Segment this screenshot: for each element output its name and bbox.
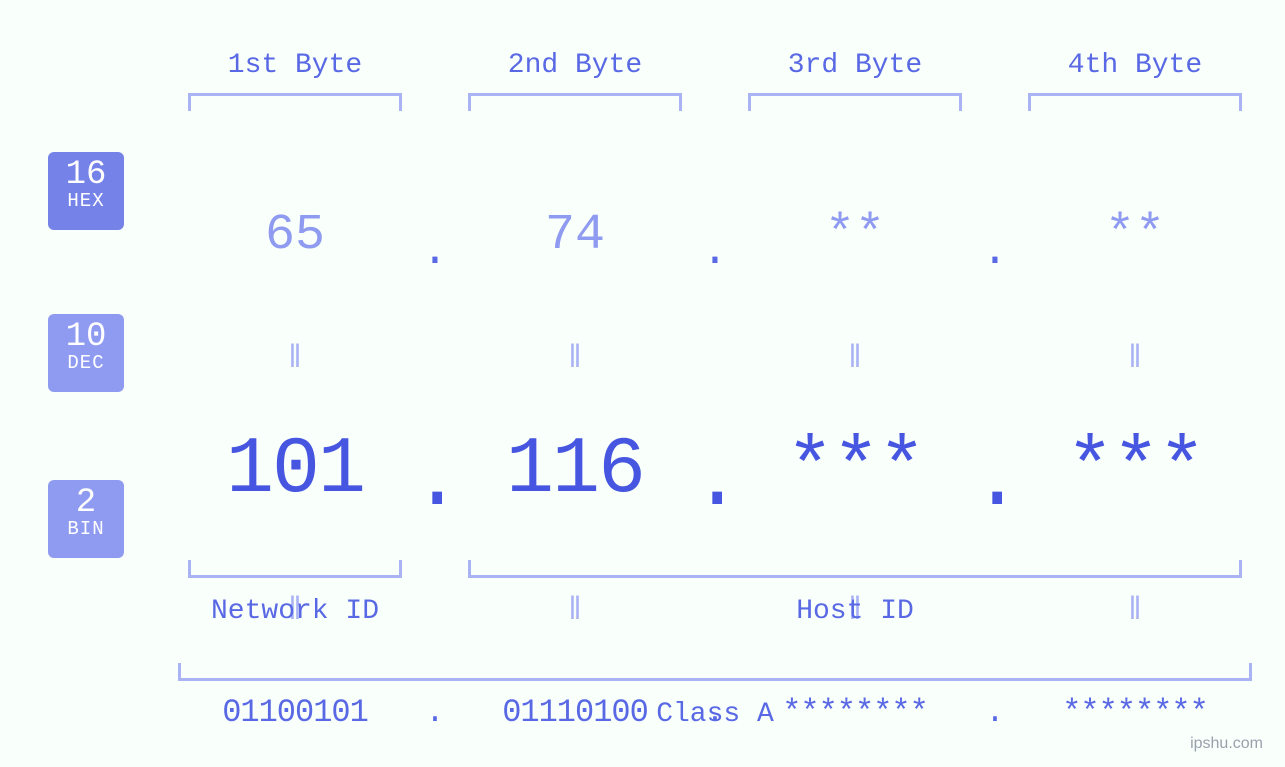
top-bracket-icon: [748, 93, 962, 111]
watermark: ipshu.com: [1190, 735, 1263, 753]
bottom-bracket-icon: [468, 560, 1242, 578]
hex-value: **: [738, 147, 972, 313]
dot-separator: .: [692, 147, 738, 313]
byte-label-3: 3rd Byte: [788, 50, 922, 81]
byte-label-4: 4th Byte: [1068, 50, 1202, 81]
badge-hex: 16 HEX: [48, 152, 124, 230]
bottom-bracket-icon: [188, 560, 402, 578]
header-gap: [412, 0, 458, 147]
dec-value: 101: [178, 417, 412, 566]
eq-gap: [692, 314, 738, 417]
dot-separator: .: [412, 417, 458, 566]
byte-header: 1st Byte: [178, 0, 412, 147]
byte-header: 2nd Byte: [458, 0, 692, 147]
eq-gap: [972, 314, 1018, 417]
bottom-bracket-icon: [178, 663, 1252, 681]
dot-separator: .: [972, 417, 1018, 566]
top-bracket-icon: [1028, 93, 1242, 111]
equal-icon: ǁ: [738, 314, 972, 417]
class-label: Class A: [178, 681, 1252, 730]
badge-hex-name: HEX: [48, 192, 124, 211]
bottom-section: Network ID Host ID Class A: [178, 560, 1252, 730]
badge-bin: 2 BIN: [48, 480, 124, 558]
badge-dec-name: DEC: [48, 354, 124, 373]
equal-icon: ǁ: [1018, 314, 1252, 417]
badge-bin-num: 2: [48, 486, 124, 520]
badge-bin-name: BIN: [48, 520, 124, 539]
network-id-label: Network ID: [178, 578, 412, 627]
dot-separator: .: [692, 417, 738, 566]
dot-separator: .: [412, 147, 458, 313]
header-gap: [972, 0, 1018, 147]
hex-value: **: [1018, 147, 1252, 313]
byte-label-1: 1st Byte: [228, 50, 362, 81]
header-gap: [692, 0, 738, 147]
hex-value: 74: [458, 147, 692, 313]
byte-header: 4th Byte: [1018, 0, 1252, 147]
eq-gap: [412, 314, 458, 417]
dec-value: ***: [1018, 417, 1252, 566]
equal-icon: ǁ: [178, 314, 412, 417]
badge-dec-num: 10: [48, 320, 124, 354]
bottom-gap: [412, 560, 458, 627]
top-bracket-icon: [468, 93, 682, 111]
top-bracket-icon: [188, 93, 402, 111]
host-id-label: Host ID: [458, 578, 1252, 627]
hex-value: 65: [178, 147, 412, 313]
equal-icon: ǁ: [458, 314, 692, 417]
dec-value: 116: [458, 417, 692, 566]
dec-value: ***: [738, 417, 972, 566]
class-row: Class A: [178, 663, 1252, 730]
dot-separator: .: [972, 147, 1018, 313]
byte-header: 3rd Byte: [738, 0, 972, 147]
badge-dec: 10 DEC: [48, 314, 124, 392]
net-host-row: Network ID Host ID: [178, 560, 1252, 627]
badge-hex-num: 16: [48, 158, 124, 192]
byte-label-2: 2nd Byte: [508, 50, 642, 81]
